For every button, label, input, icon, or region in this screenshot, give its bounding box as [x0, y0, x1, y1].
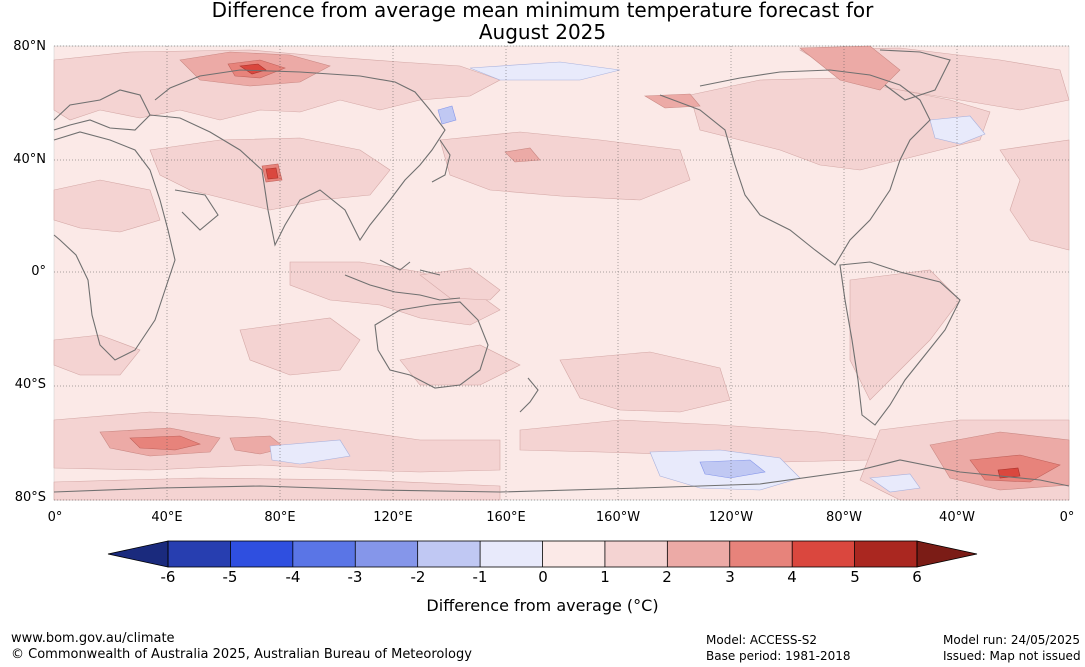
colorbar-tick-label: 5 [850, 568, 860, 586]
lat-label-40n: 40°N [13, 152, 46, 167]
colorbar-segment [729, 541, 793, 567]
colorbar-under-arrow [107, 540, 169, 568]
coast-antarctica [53, 459, 1070, 493]
footer-model: Model: ACCESS-S2 [706, 633, 818, 647]
anomaly-region-tibet-plateau [265, 167, 279, 180]
coast-africa [53, 131, 176, 361]
colorbar-tick-label: -3 [347, 568, 363, 586]
colorbar-over-arrow [916, 540, 978, 568]
coast-greenland [879, 49, 951, 101]
lon-label-160e: 160°E [486, 510, 526, 525]
footer-base-period: Base period: 1981-2018 [706, 649, 851, 663]
colorbar-tick-label: -1 [472, 568, 488, 586]
anomaly-region-south-pacific [559, 351, 731, 413]
coast-australia [374, 301, 489, 389]
lat-label-40s: 40°S [14, 377, 46, 392]
anomaly-region-weddell-peak [997, 467, 1021, 479]
anomaly-region-tasman [399, 344, 521, 386]
lat-label-80s: 80°S [14, 490, 46, 505]
colorbar-tick-label: -2 [410, 568, 426, 586]
colorbar-tick-label: 6 [912, 568, 922, 586]
colorbar-axis-label: Difference from average (°C) [0, 596, 1085, 615]
lon-label-40e: 40°E [151, 510, 183, 525]
lon-label-80w: 80°W [826, 510, 862, 525]
anomaly-region-ross-ice-cold [869, 473, 921, 493]
colorbar-tick-label: 3 [725, 568, 735, 586]
colorbar-segment [417, 541, 481, 567]
anomaly-region-south-indian [239, 317, 361, 376]
coast-north-america [659, 69, 931, 266]
colorbar-tick-marks [167, 541, 918, 567]
colorbar-tick-label: 0 [538, 568, 548, 586]
lon-label-120w: 120°W [708, 510, 754, 525]
coast-new-zealand [519, 377, 539, 413]
coast-south-america [839, 261, 961, 426]
colorbar-tick-label: -4 [285, 568, 301, 586]
map-title-line-1: Difference from average mean minimum tem… [211, 0, 874, 22]
anomaly-region-south-atlantic [53, 334, 141, 376]
anomaly-region-north-atlantic-cold [929, 115, 986, 145]
lat-label-0: 0° [31, 264, 46, 279]
anomaly-region-ross-sea-core [699, 459, 766, 479]
anomaly-band-neg2-neg1 [437, 105, 766, 479]
anomaly-region-south-indian-cold [269, 439, 351, 465]
anomaly-region-south-america [849, 269, 961, 401]
lon-label-40w: 40°W [939, 510, 975, 525]
anomaly-band-4-5 [239, 63, 1021, 479]
anomaly-region-eurasia-north [53, 49, 501, 121]
colorbar-tick-label: 4 [787, 568, 797, 586]
colorbar-segment [542, 541, 606, 567]
footer-url: www.bom.gov.au/climate [11, 631, 175, 646]
colorbar-tick-label: -5 [222, 568, 238, 586]
colorbar-segment [168, 541, 231, 567]
anomaly-region-west-pacific [419, 267, 501, 301]
anomaly-region-siberia-peak [239, 63, 267, 75]
colorbar-label-text: Difference from average ( [426, 596, 634, 615]
coast-japan [431, 139, 451, 183]
anomaly-region-japan-sea [437, 105, 457, 125]
colorbar-tick-label: 1 [600, 568, 610, 586]
lon-label-80e: 80°E [264, 510, 296, 525]
colorbar-segment [230, 541, 294, 567]
lon-label-160w: 160°W [595, 510, 641, 525]
colorbar-segment [792, 541, 856, 567]
colorbar-segment [355, 541, 419, 567]
anomaly-region-indian-ocean-core [129, 435, 201, 451]
colorbar-tick-label: -6 [160, 568, 176, 586]
footer-model-run: Model run: 24/05/2025 [943, 633, 1081, 647]
coast-asia [149, 69, 446, 247]
footer-copyright: © Commonwealth of Australia 2025, Austra… [11, 647, 472, 662]
lon-label-0-left: 0° [47, 510, 63, 525]
anomaly-region-greenland [799, 45, 901, 91]
coast-arabia [174, 189, 219, 231]
colorbar-segment [480, 541, 543, 567]
anomaly-region-arctic-ocean-cold [469, 61, 621, 81]
colorbar-label-unit: °C [633, 596, 653, 615]
colorbar-segment [667, 541, 731, 567]
colorbar-segment [604, 541, 668, 567]
coastlines [53, 49, 1070, 493]
colorbar-segment [292, 541, 356, 567]
anomaly-region-east-atlantic [999, 139, 1070, 251]
lon-label-120e: 120°E [373, 510, 413, 525]
colorbar-tick-label: 2 [662, 568, 672, 586]
anomaly-region-east-indian [289, 261, 501, 326]
gridlines [54, 45, 1069, 501]
colorbar-segments [167, 540, 918, 568]
map-title-line-2: August 2025 [478, 20, 607, 44]
anomaly-region-north-africa [53, 179, 161, 233]
colorbar-segment [854, 541, 918, 567]
anomaly-region-north-pacific [439, 131, 691, 201]
lat-label-80n: 80°N [13, 39, 46, 54]
coast-indonesia [344, 259, 461, 301]
lon-label-0-right: 0° [1059, 510, 1075, 525]
colorbar-label-close: ) [652, 596, 659, 615]
footer-issued: Issued: Map not issued [943, 649, 1081, 663]
